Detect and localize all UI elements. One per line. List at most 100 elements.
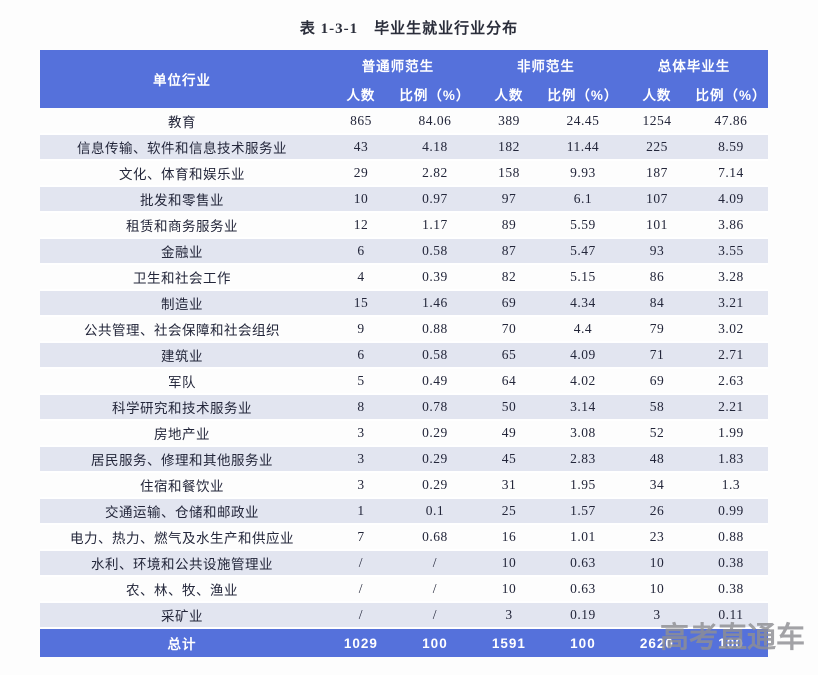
value-cell: 2.63: [718, 373, 744, 388]
table-row: 信息传输、软件和信息技术服务业 43 4.18 182 11.44 225 8.59: [40, 133, 768, 161]
industry-cell: 公共管理、社会保障和社会组织: [83, 323, 280, 338]
industry-cell: 建筑业: [40, 341, 324, 369]
employment-table: 单位行业 普通师范生 非师范生 总体毕业生 人数 比例（%） 人数 比例（%） …: [40, 50, 768, 657]
value-cell: 64: [501, 373, 517, 388]
value-cell: 89: [501, 217, 517, 232]
value-cell: 26: [619, 497, 694, 525]
value-cell: 25: [471, 497, 546, 525]
value-cell: 4.02: [570, 373, 596, 388]
value-cell: 1.83: [693, 445, 768, 473]
value-cell: 3.28: [718, 269, 744, 284]
value-cell: 10: [649, 581, 665, 596]
total-value-cell: 100: [693, 628, 768, 657]
value-cell: 70: [501, 321, 517, 336]
value-cell: 0.68: [422, 529, 448, 544]
value-cell: 10: [323, 185, 398, 213]
industry-cell: 居民服务、修理和其他服务业: [40, 445, 324, 473]
industry-cell: 电力、热力、燃气及水生产和供应业: [69, 531, 294, 546]
value-cell: 58: [619, 393, 694, 421]
value-cell: 10: [501, 581, 517, 596]
value-cell: 0.58: [397, 237, 472, 265]
value-cell: /: [358, 581, 364, 596]
total-value-cell: 1591: [471, 628, 546, 657]
value-cell: 6: [323, 341, 398, 369]
total-label-cell: 总计: [40, 628, 324, 657]
value-cell: 0.58: [397, 341, 472, 369]
industry-cell: 住宿和餐饮业: [139, 479, 224, 494]
value-cell: 1: [323, 497, 398, 525]
value-cell: 1.3: [721, 477, 741, 492]
value-cell: 3: [357, 477, 365, 492]
table-row: 采矿业 //3 0.19 3 0.11: [40, 601, 768, 629]
value-cell: 0.39: [422, 269, 448, 284]
value-cell: 0.29: [397, 445, 472, 473]
table-row: 建筑业 6 0.58 65 4.09 71 2.71: [40, 341, 768, 369]
value-cell: 3.02: [718, 321, 744, 336]
value-cell: 182: [471, 133, 546, 161]
value-cell: 1.99: [718, 425, 744, 440]
value-cell: 7.14: [718, 165, 744, 180]
value-cell: /: [432, 581, 438, 596]
value-cell: 0.38: [693, 549, 768, 577]
value-cell: 8: [323, 393, 398, 421]
industry-cell: 采矿业: [40, 601, 324, 629]
value-cell: 87: [471, 237, 546, 265]
value-cell: 1.46: [397, 289, 472, 317]
value-cell: 69: [471, 289, 546, 317]
table-row: 卫生和社会工作 4 0.39 82 5.15 86 3.28: [40, 264, 768, 290]
value-cell: 49: [501, 425, 517, 440]
value-cell: 93: [619, 237, 694, 265]
table-row: 租赁和商务服务业 12 1.17 89 5.59 101 3.86: [40, 212, 768, 238]
value-cell: 4.34: [545, 289, 620, 317]
value-cell: 0.97: [397, 185, 472, 213]
total-value-cell: 100: [397, 628, 472, 657]
col-subheader-ratio: 比例（%）: [545, 79, 620, 108]
total-value-cell: 2620: [619, 628, 694, 657]
value-cell: 0.11: [693, 601, 768, 629]
value-cell: 3: [471, 601, 546, 629]
value-cell: 187: [646, 165, 668, 180]
col-subheader-count: 人数: [323, 79, 398, 108]
table-row: 住宿和餐饮业 3 0.29 31 1.95 34 1.3: [40, 472, 768, 498]
industry-cell: 科学研究和技术服务业: [40, 393, 324, 421]
value-cell: 0.38: [718, 581, 744, 596]
total-value-cell: 1029: [323, 628, 398, 657]
value-cell: 29: [353, 165, 369, 180]
value-cell: 3.14: [545, 393, 620, 421]
value-cell: 48: [619, 445, 694, 473]
value-cell: 9.93: [570, 165, 596, 180]
value-cell: 1.95: [570, 477, 596, 492]
value-cell: 79: [649, 321, 665, 336]
value-cell: 4.09: [545, 341, 620, 369]
total-row: 总计 1029 100 1591 100 2620 100: [40, 628, 768, 657]
value-cell: 3: [357, 425, 365, 440]
value-cell: 34: [649, 477, 665, 492]
value-cell: 24.45: [566, 112, 600, 128]
industry-cell: 金融业: [40, 237, 324, 265]
value-cell: 97: [471, 185, 546, 213]
table-row: 教育 865 84.06 389 24.45 1254 47.86: [40, 108, 768, 134]
value-cell: 4: [357, 269, 365, 284]
value-cell: 84.06: [418, 112, 452, 128]
value-cell: 3.21: [693, 289, 768, 317]
value-cell: 158: [498, 165, 520, 180]
value-cell: 4.4: [573, 321, 593, 336]
value-cell: 0.63: [545, 549, 620, 577]
col-subheader-count: 人数: [619, 79, 694, 108]
table-row: 科学研究和技术服务业 8 0.78 50 3.14 58 2.21: [40, 393, 768, 421]
value-cell: 43: [323, 133, 398, 161]
col-subheader-count: 人数: [471, 79, 546, 108]
value-cell: 0.29: [422, 425, 448, 440]
table-row: 房地产业 3 0.29 49 3.08 52 1.99: [40, 420, 768, 446]
value-cell: 2.21: [693, 393, 768, 421]
table-row: 批发和零售业 10 0.97 97 6.1 107 4.09: [40, 185, 768, 213]
value-cell: 6: [323, 237, 398, 265]
value-cell: 1.01: [570, 529, 596, 544]
value-cell: 0.88: [718, 529, 744, 544]
table-title: 表 1-3-1 毕业生就业行业分布: [299, 21, 519, 37]
value-cell: 0.78: [397, 393, 472, 421]
value-cell: 65: [471, 341, 546, 369]
value-cell: 0.99: [693, 497, 768, 525]
value-cell: 11.44: [545, 133, 620, 161]
value-cell: 8.59: [693, 133, 768, 161]
